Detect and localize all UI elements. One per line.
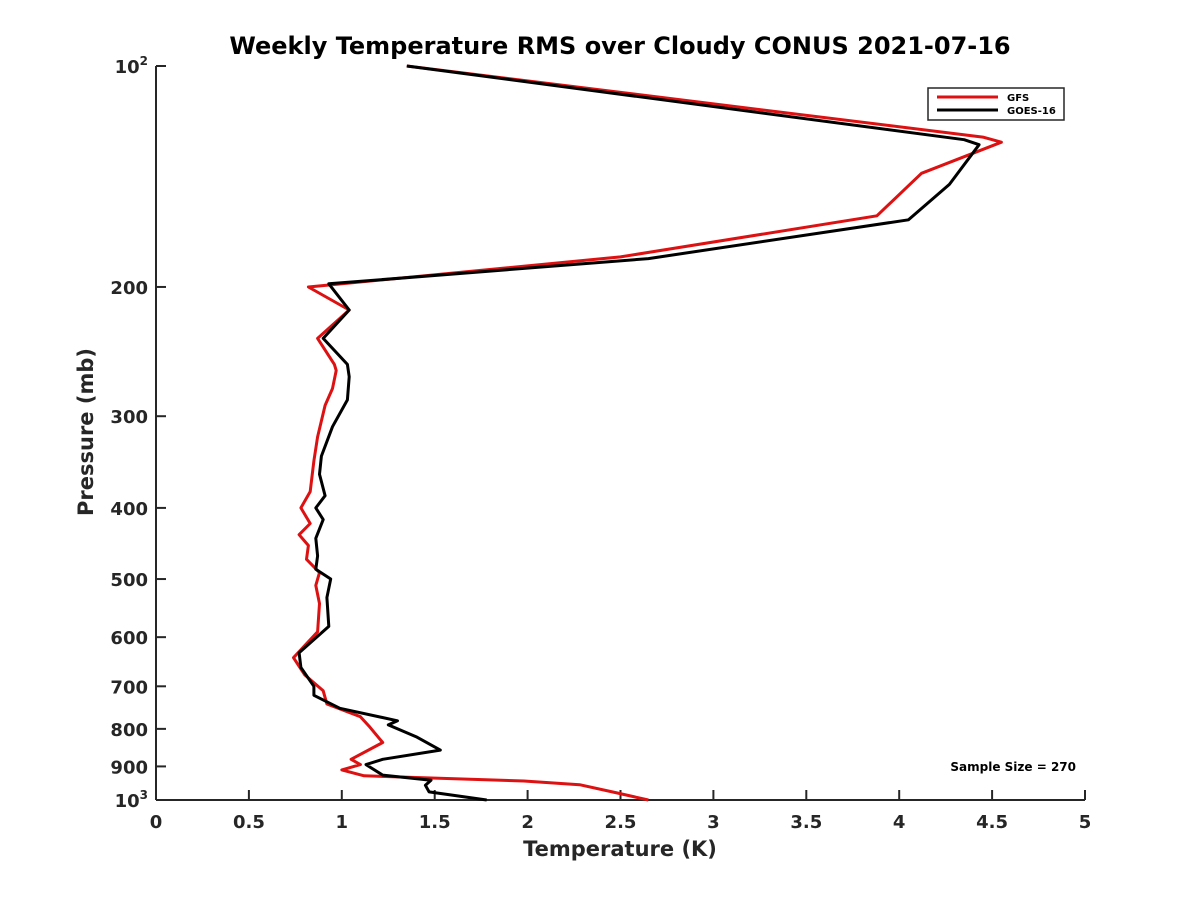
chart-title: Weekly Temperature RMS over Cloudy CONUS… xyxy=(229,32,1010,60)
y-tick-label: 700 xyxy=(110,677,148,698)
sample-size-annotation: Sample Size = 270 xyxy=(950,760,1076,774)
y-tick-label: 500 xyxy=(110,570,148,591)
x-tick-label: 2 xyxy=(521,812,534,833)
y-axis-ticks: 102 200 300 400 500 600 700 800 900 103 xyxy=(110,54,166,812)
legend-box xyxy=(927,87,1065,121)
x-tick-label: 4.5 xyxy=(976,812,1008,833)
x-tick-label: 3.5 xyxy=(790,812,822,833)
x-tick-label: 5 xyxy=(1079,812,1092,833)
y-tick-label: 800 xyxy=(110,720,148,741)
legend-entry: GFS xyxy=(1007,93,1029,104)
y-tick-label: 103 xyxy=(115,788,148,812)
y-tick-label: 200 xyxy=(110,278,148,299)
y-tick-label: 102 xyxy=(115,54,148,78)
x-tick-label: 3 xyxy=(707,812,720,833)
y-tick-label: 400 xyxy=(110,499,148,520)
x-tick-label: 1.5 xyxy=(419,812,451,833)
x-tick-label: 0 xyxy=(150,812,163,833)
y-tick-label: 600 xyxy=(110,628,148,649)
y-tick-label: 900 xyxy=(110,757,148,778)
x-tick-label: 2.5 xyxy=(605,812,637,833)
y-tick-label: 300 xyxy=(110,407,148,428)
plot-area xyxy=(155,66,1085,801)
series-layer xyxy=(292,64,1003,802)
legend-entry: GOES-16 xyxy=(1007,106,1056,117)
series-line-gfs xyxy=(292,64,1003,802)
x-tick-label: 0.5 xyxy=(233,812,265,833)
y-axis-label: Pressure (mb) xyxy=(74,348,98,516)
x-axis-label: Temperature (K) xyxy=(523,837,717,861)
legend: GFS GOES-16 xyxy=(927,87,1065,121)
series-line-goes-16 xyxy=(297,64,981,802)
x-axis-ticks: 0 0.5 1 1.5 2 2.5 3 3.5 4 4.5 5 xyxy=(150,790,1092,833)
x-tick-label: 4 xyxy=(893,812,906,833)
x-tick-label: 1 xyxy=(336,812,349,833)
